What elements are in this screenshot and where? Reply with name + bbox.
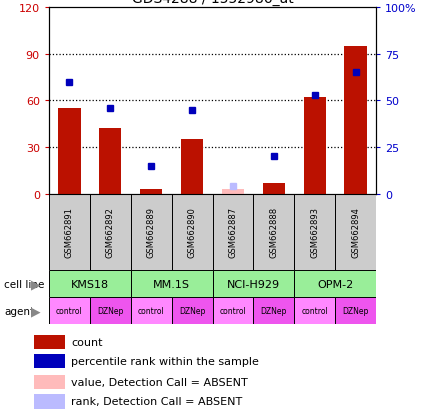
Text: OPM-2: OPM-2 — [317, 279, 353, 289]
Bar — [34, 354, 65, 368]
Title: GDS4288 / 1552986_at: GDS4288 / 1552986_at — [132, 0, 293, 6]
Text: DZNep: DZNep — [179, 306, 205, 315]
Bar — [263, 183, 285, 194]
Bar — [335, 194, 376, 271]
Bar — [49, 194, 90, 271]
Bar — [49, 271, 131, 297]
Bar — [181, 140, 203, 194]
Bar — [294, 271, 376, 297]
Text: agent: agent — [4, 306, 34, 316]
Bar — [294, 297, 335, 324]
Text: cell line: cell line — [4, 279, 45, 289]
Text: GSM662894: GSM662894 — [351, 207, 360, 258]
Text: value, Detection Call = ABSENT: value, Detection Call = ABSENT — [71, 377, 248, 387]
Bar — [222, 190, 244, 194]
Text: NCI-H929: NCI-H929 — [227, 279, 280, 289]
Text: DZNep: DZNep — [261, 306, 287, 315]
Text: GSM662891: GSM662891 — [65, 207, 74, 258]
Text: DZNep: DZNep — [97, 306, 123, 315]
Bar — [172, 297, 212, 324]
Bar — [212, 297, 253, 324]
Bar — [344, 47, 367, 194]
Bar — [131, 297, 172, 324]
Text: GSM662887: GSM662887 — [229, 207, 238, 258]
Text: KMS18: KMS18 — [71, 279, 109, 289]
Bar — [99, 129, 122, 194]
Bar — [34, 394, 65, 408]
Text: count: count — [71, 337, 103, 347]
Bar — [212, 271, 294, 297]
Text: GSM662889: GSM662889 — [147, 207, 156, 258]
Bar — [90, 194, 131, 271]
Text: GSM662888: GSM662888 — [269, 207, 278, 258]
Text: ▶: ▶ — [31, 304, 41, 317]
Text: control: control — [56, 306, 83, 315]
Text: GSM662892: GSM662892 — [106, 207, 115, 258]
Bar — [58, 109, 81, 194]
Bar — [140, 190, 162, 194]
Bar — [294, 194, 335, 271]
Text: rank, Detection Call = ABSENT: rank, Detection Call = ABSENT — [71, 396, 243, 406]
Bar — [253, 297, 294, 324]
Text: percentile rank within the sample: percentile rank within the sample — [71, 356, 259, 366]
Text: GSM662890: GSM662890 — [187, 207, 196, 258]
Bar — [34, 335, 65, 349]
Text: control: control — [220, 306, 246, 315]
Text: control: control — [301, 306, 328, 315]
Text: MM.1S: MM.1S — [153, 279, 190, 289]
Bar — [172, 194, 212, 271]
Text: DZNep: DZNep — [343, 306, 369, 315]
Bar — [303, 98, 326, 194]
Bar — [49, 297, 90, 324]
Bar — [131, 271, 212, 297]
Bar — [90, 297, 131, 324]
Bar — [212, 194, 253, 271]
Text: ▶: ▶ — [31, 278, 41, 290]
Bar — [335, 297, 376, 324]
Bar — [34, 375, 65, 389]
Bar — [131, 194, 172, 271]
Text: GSM662893: GSM662893 — [310, 207, 319, 258]
Bar — [253, 194, 294, 271]
Text: control: control — [138, 306, 164, 315]
